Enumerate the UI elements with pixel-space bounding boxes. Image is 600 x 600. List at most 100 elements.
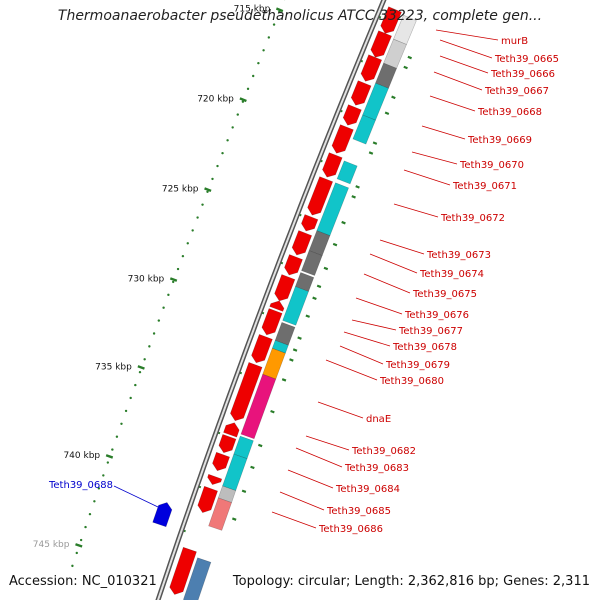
gene-label: Teth39_0670 <box>459 160 524 171</box>
kbp-label: 730 kbp <box>128 274 165 284</box>
kbp-dot <box>88 512 92 516</box>
kbp-dot <box>129 396 132 400</box>
kbp-dot <box>138 370 142 374</box>
kbp-dot <box>97 487 101 490</box>
kbp-dot <box>143 358 146 361</box>
leader-line <box>351 319 397 331</box>
gene-tick <box>372 141 378 145</box>
gene-label: Teth39_0677 <box>398 326 463 337</box>
kbp-dot <box>167 293 170 297</box>
gene-arrow-inner <box>261 308 283 336</box>
kbp-tick <box>275 7 284 13</box>
leader-line <box>339 345 384 365</box>
gene-block-outer <box>282 286 309 326</box>
gene-arrow-inner <box>301 214 319 232</box>
leader-line <box>287 469 334 489</box>
gene-block-outer <box>301 250 323 276</box>
kbp-dot <box>272 23 276 26</box>
gene-arrow-inner <box>331 124 354 154</box>
gene-label: Teth39_0686 <box>318 524 383 535</box>
gene-tick <box>270 409 275 414</box>
gene-label: Teth39_0688 <box>48 480 113 491</box>
gene-tick <box>316 284 322 289</box>
gene-arrow-inner <box>284 254 303 276</box>
gene-label: Teth39_0671 <box>452 181 517 192</box>
gene-tick <box>341 220 346 225</box>
topology-text: Topology: circular; Length: 2,362,816 bp… <box>232 574 590 589</box>
gene-arrow-inner <box>307 176 334 216</box>
gene-tick <box>351 195 356 199</box>
gene-tick <box>289 358 294 362</box>
kbp-dot <box>221 151 224 155</box>
gene-label: Teth39_0676 <box>404 310 469 321</box>
gene-arrow-inner <box>212 451 230 472</box>
gene-label: Teth39_0669 <box>467 135 532 146</box>
gene-tick <box>297 336 302 340</box>
gene-label: Teth39_0672 <box>440 213 505 224</box>
gene-tick <box>292 348 298 352</box>
gene-block-outer <box>208 497 232 531</box>
kbp-dot <box>181 254 185 258</box>
kbp-dot <box>148 345 151 348</box>
kbp-dot <box>257 61 260 65</box>
kbp-tick <box>239 97 247 103</box>
leader-line <box>355 297 403 315</box>
gene-label: Teth39_0667 <box>484 86 549 97</box>
gene-arrow-inner <box>342 104 362 126</box>
gene-tick <box>355 185 360 189</box>
kbp-tick <box>75 543 83 548</box>
gene-arrow-inner <box>230 362 263 422</box>
kbp-dot <box>191 229 194 232</box>
kbp-dot <box>196 216 199 219</box>
gene-label: Teth39_0674 <box>419 269 484 280</box>
gene-tick <box>323 266 329 271</box>
kbp-dot <box>120 422 123 425</box>
leader-line <box>363 273 411 294</box>
kbp-tick <box>105 454 114 459</box>
gene-label: Teth39_0678 <box>392 342 457 353</box>
gene-arrow-teth39-0688 <box>152 502 173 528</box>
gene-arrow-inner <box>274 274 296 302</box>
leader-line <box>295 447 343 468</box>
gene-tick <box>312 296 317 301</box>
gene-label: Teth39_0666 <box>490 69 555 80</box>
leader-line <box>439 55 489 74</box>
leader-line <box>305 435 350 451</box>
gene-tick <box>391 95 396 100</box>
kbp-dot <box>246 87 250 91</box>
kbp-label: 745 kbp <box>33 540 70 550</box>
leader-line <box>403 169 451 186</box>
gene-arrow-inner <box>360 54 383 82</box>
leader-line <box>379 239 425 255</box>
leader-line <box>429 95 476 112</box>
gene-arrow-inner <box>218 434 237 454</box>
gene-tick <box>241 489 247 493</box>
kbp-dot <box>186 242 189 245</box>
gene-block-outer <box>336 160 358 185</box>
kbp-label: 715 kbp <box>234 4 271 14</box>
gene-block-outer <box>240 373 277 440</box>
leader-line <box>271 511 317 529</box>
gene-tick <box>332 242 338 247</box>
leader-line <box>279 491 325 511</box>
label-leaders <box>113 29 499 529</box>
gene-label: Teth39_0679 <box>385 360 450 371</box>
gene-blocks <box>152 6 417 600</box>
kbp-tick <box>137 365 145 370</box>
gene-arrow-inner <box>197 485 218 513</box>
gene-tick <box>257 443 263 448</box>
gene-tick <box>407 55 413 60</box>
kbp-label: 725 kbp <box>162 184 199 194</box>
leader-line <box>343 331 391 347</box>
kbp-label: 720 kbp <box>197 94 234 104</box>
genome-backbone <box>155 0 387 600</box>
kbp-dot <box>157 319 161 322</box>
accession-text: Accession: NC_010321 <box>9 574 157 589</box>
leader-line <box>433 71 483 91</box>
leader-line <box>113 485 159 508</box>
gene-arrow-inner <box>291 230 313 256</box>
gene-label: Teth39_0673 <box>426 250 491 261</box>
leader-line <box>317 401 364 419</box>
kbp-dot <box>102 474 105 477</box>
